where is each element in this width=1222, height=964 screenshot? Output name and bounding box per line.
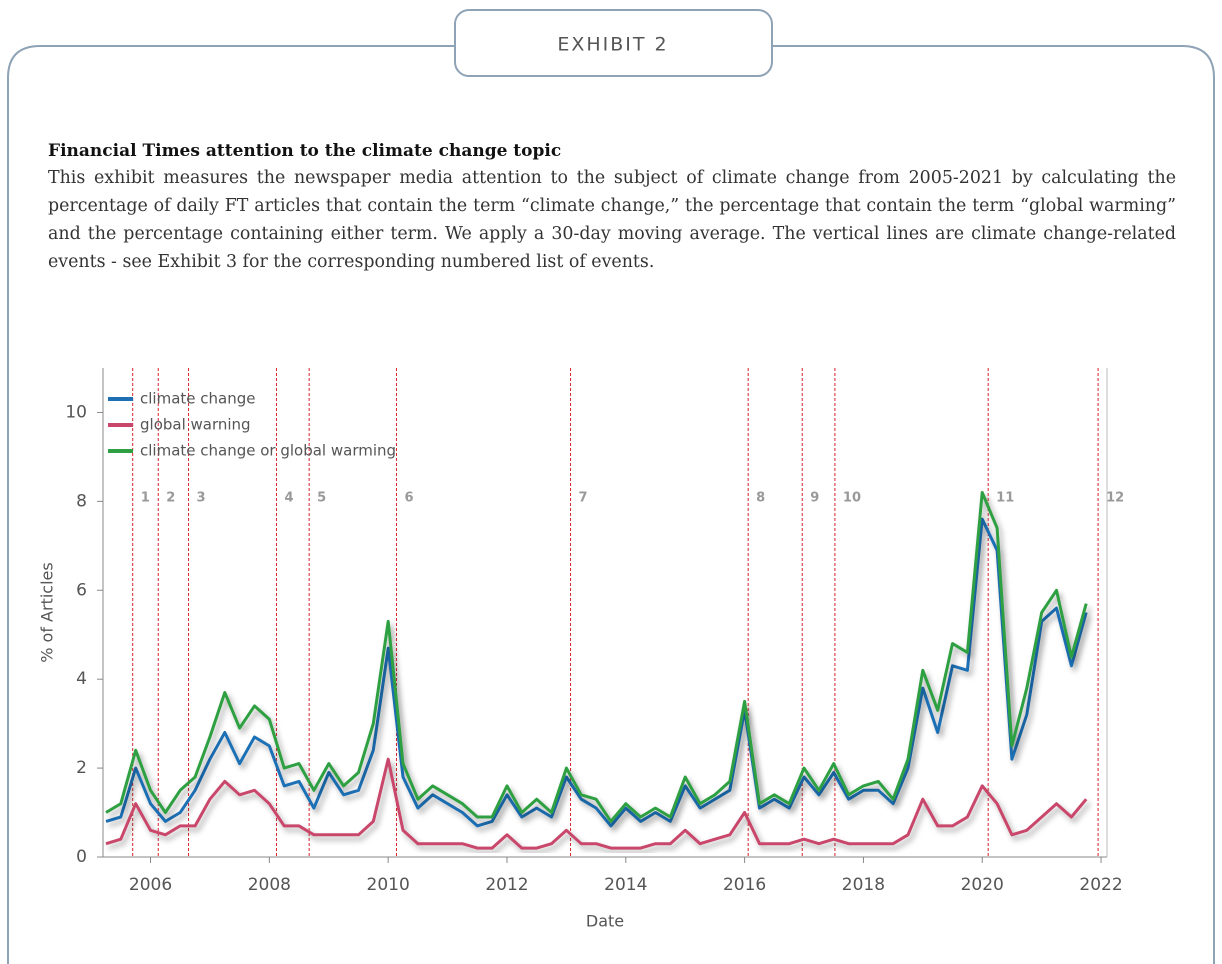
paragraph: This exhibit measures the newspaper medi… [48,168,1176,272]
event-label: 5 [317,491,326,506]
legend-label: global warning [140,416,251,434]
y-axis-label: % of Articles [38,562,57,662]
x-tick-label: 2006 [129,875,172,895]
x-axis-label: Date [586,912,624,931]
x-tick-label: 2014 [604,875,647,895]
text-block: Financial Times attention to the climate… [48,138,1176,276]
event-label: 9 [810,491,819,506]
x-tick-label: 2008 [248,875,291,895]
y-tick-label: 2 [76,758,87,778]
y-tick-label: 6 [76,580,87,600]
event-label: 6 [404,491,413,506]
event-label: 3 [197,491,206,506]
event-label: 12 [1106,491,1124,506]
x-tick-label: 2018 [842,875,885,895]
legend-label: climate change [140,390,255,408]
event-label: 11 [996,491,1014,506]
y-tick-label: 8 [76,491,87,511]
event-label: 7 [579,491,588,506]
event-label: 2 [166,491,175,506]
y-tick-label: 0 [76,847,87,867]
event-label: 1 [141,491,150,506]
x-tick-label: 2016 [723,875,766,895]
y-tick-label: 4 [76,669,87,689]
x-tick-label: 2010 [367,875,410,895]
exhibit-tab [454,9,773,77]
event-label: 10 [843,491,861,506]
x-tick-label: 2022 [1079,875,1122,895]
x-tick-label: 2020 [961,875,1004,895]
y-tick-label: 10 [65,402,87,422]
series-line [105,757,1088,850]
exhibit-label: EXHIBIT 2 [557,34,668,56]
plot: 0 2 4 6 8 10 2006 2008 2010 2012 2014 2016 2018 2020 2… [38,368,1124,931]
event-label: 4 [284,491,293,506]
x-tick-label: 2012 [485,875,528,895]
frame-border [7,45,1215,964]
event-label: 8 [756,491,765,506]
series-line [105,517,1088,828]
series-line [105,491,1088,823]
heading: Financial Times attention to the climate… [48,141,562,161]
legend-label: climate change or global warming [140,442,396,460]
